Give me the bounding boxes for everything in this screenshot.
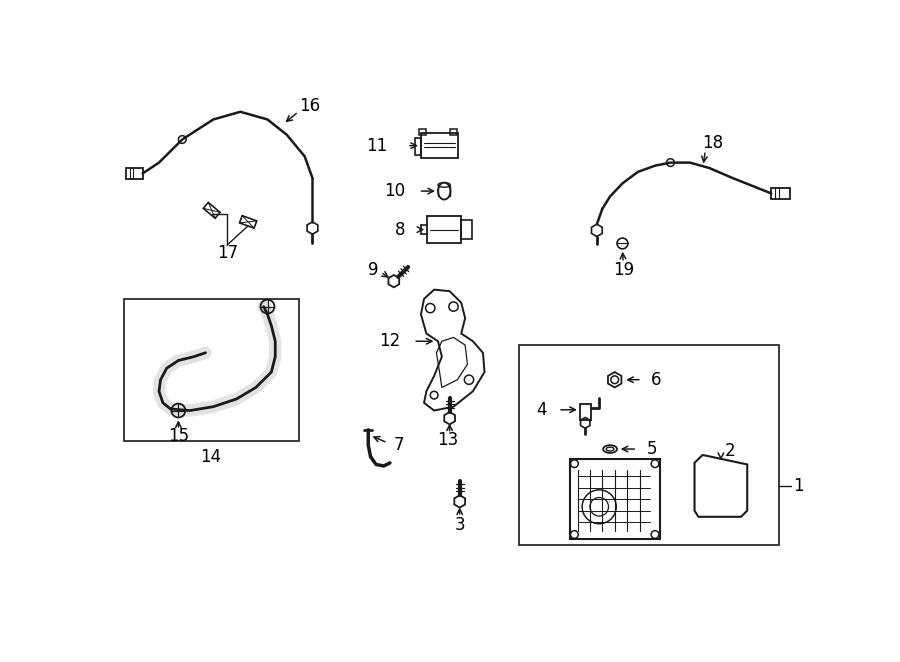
Text: 19: 19	[614, 261, 634, 279]
Text: 6: 6	[651, 371, 661, 389]
Text: 1: 1	[793, 477, 804, 495]
Text: 3: 3	[454, 516, 465, 534]
Text: 15: 15	[167, 427, 189, 445]
Bar	[421, 133, 458, 158]
Text: 5: 5	[646, 440, 657, 458]
Bar	[461, 220, 472, 239]
Text: 13: 13	[437, 431, 459, 449]
Bar	[519, 345, 779, 545]
Bar	[450, 128, 457, 135]
Bar	[415, 138, 421, 155]
Text: 9: 9	[368, 261, 378, 279]
Text: 8: 8	[395, 220, 405, 238]
Text: 16: 16	[300, 97, 320, 115]
Text: 4: 4	[536, 401, 546, 419]
Text: 2: 2	[724, 442, 735, 459]
Text: 7: 7	[394, 436, 404, 454]
Bar	[126, 168, 143, 179]
Text: 17: 17	[217, 244, 238, 261]
Text: 18: 18	[703, 134, 724, 152]
Bar	[570, 459, 660, 539]
Text: 12: 12	[380, 332, 400, 350]
Bar	[580, 404, 590, 420]
Bar	[771, 188, 790, 199]
Bar	[418, 128, 427, 135]
Bar	[124, 299, 299, 442]
Text: 10: 10	[384, 182, 405, 200]
Text: 11: 11	[366, 136, 388, 155]
Text: 14: 14	[201, 448, 221, 466]
Bar	[428, 216, 462, 244]
